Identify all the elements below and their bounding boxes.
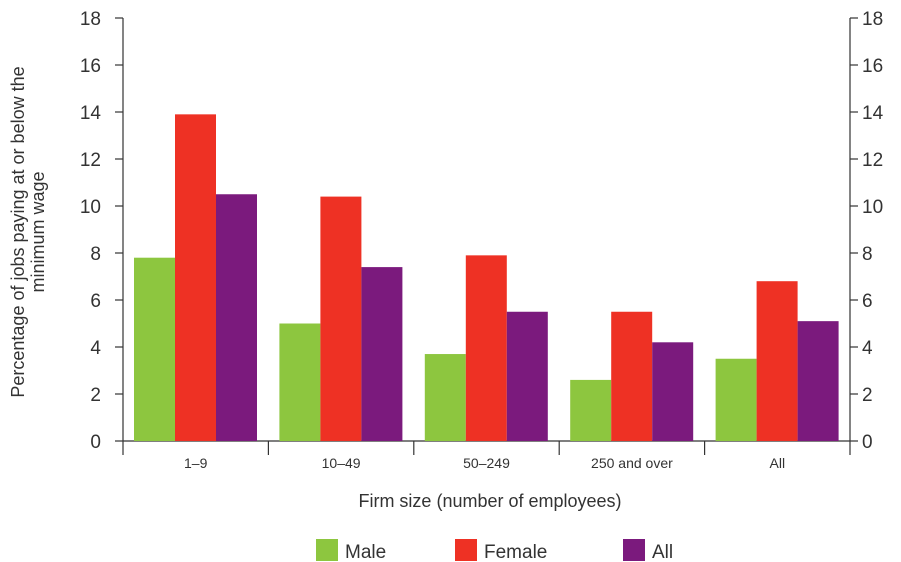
bar-all-5 [797, 321, 839, 441]
y-tick-label-left: 2 [90, 385, 101, 406]
bar-female-2 [320, 196, 362, 441]
y-tick-label-right: 8 [862, 244, 873, 265]
bar-male-4 [570, 379, 612, 441]
x-tick-label: All [770, 455, 786, 471]
y-tick-label-right: 16 [862, 56, 883, 77]
bar-male-5 [715, 358, 757, 441]
y-tick-label-right: 2 [862, 385, 873, 406]
legend: Male Female All [316, 539, 673, 562]
y-axis-title-line-1: Percentage of jobs paying at or below th… [8, 66, 28, 397]
x-tick-label: 1–9 [184, 455, 208, 471]
bar-male-1 [134, 257, 175, 441]
bar-all-1 [216, 194, 257, 441]
y-tick-label-left: 12 [80, 150, 101, 171]
y-ticks-right: 0 2 4 6 8 10 12 14 16 18 [850, 9, 884, 453]
y-tick-label-left: 18 [80, 9, 101, 30]
x-tick-label: 250 and over [591, 455, 673, 471]
y-tick-label-left: 10 [80, 197, 101, 218]
legend-label-male: Male [345, 542, 386, 562]
legend-label-female: Female [484, 542, 547, 562]
y-tick-label-right: 4 [862, 338, 873, 359]
legend-swatch-female [455, 539, 477, 561]
legend-label-all: All [652, 542, 673, 562]
x-ticks: 1–9 10–49 50–249 250 and over All [122, 441, 851, 471]
bar-all-2 [361, 267, 403, 441]
bar-male-2 [279, 323, 321, 441]
y-tick-label-left: 6 [90, 291, 101, 312]
bar-female-5 [756, 281, 798, 441]
y-ticks-left: 0 2 4 6 8 10 12 14 16 18 [80, 9, 123, 453]
bars [134, 114, 839, 441]
legend-swatch-all [623, 539, 645, 561]
y-axis-title-line-2: minimum wage [28, 171, 48, 292]
x-axis-title: Firm size (number of employees) [358, 491, 621, 511]
bar-female-4 [611, 311, 653, 441]
y-tick-label-left: 0 [90, 432, 101, 453]
bar-female-3 [465, 255, 507, 441]
y-tick-label-right: 0 [862, 432, 873, 453]
bar-all-4 [652, 342, 694, 441]
y-tick-label-right: 6 [862, 291, 873, 312]
bar-male-3 [424, 354, 466, 441]
y-tick-label-left: 16 [80, 56, 101, 77]
y-tick-label-right: 18 [862, 9, 883, 30]
x-tick-label: 50–249 [463, 455, 510, 471]
legend-swatch-male [316, 539, 338, 561]
bar-all-3 [506, 311, 548, 441]
bar-female-1 [175, 114, 216, 441]
y-tick-label-right: 12 [862, 150, 883, 171]
y-tick-label-left: 8 [90, 244, 101, 265]
x-tick-label: 10–49 [322, 455, 361, 471]
y-tick-label-right: 14 [862, 103, 884, 124]
y-tick-label-right: 10 [862, 197, 883, 218]
y-tick-label-left: 14 [80, 103, 102, 124]
y-tick-label-left: 4 [90, 338, 101, 359]
